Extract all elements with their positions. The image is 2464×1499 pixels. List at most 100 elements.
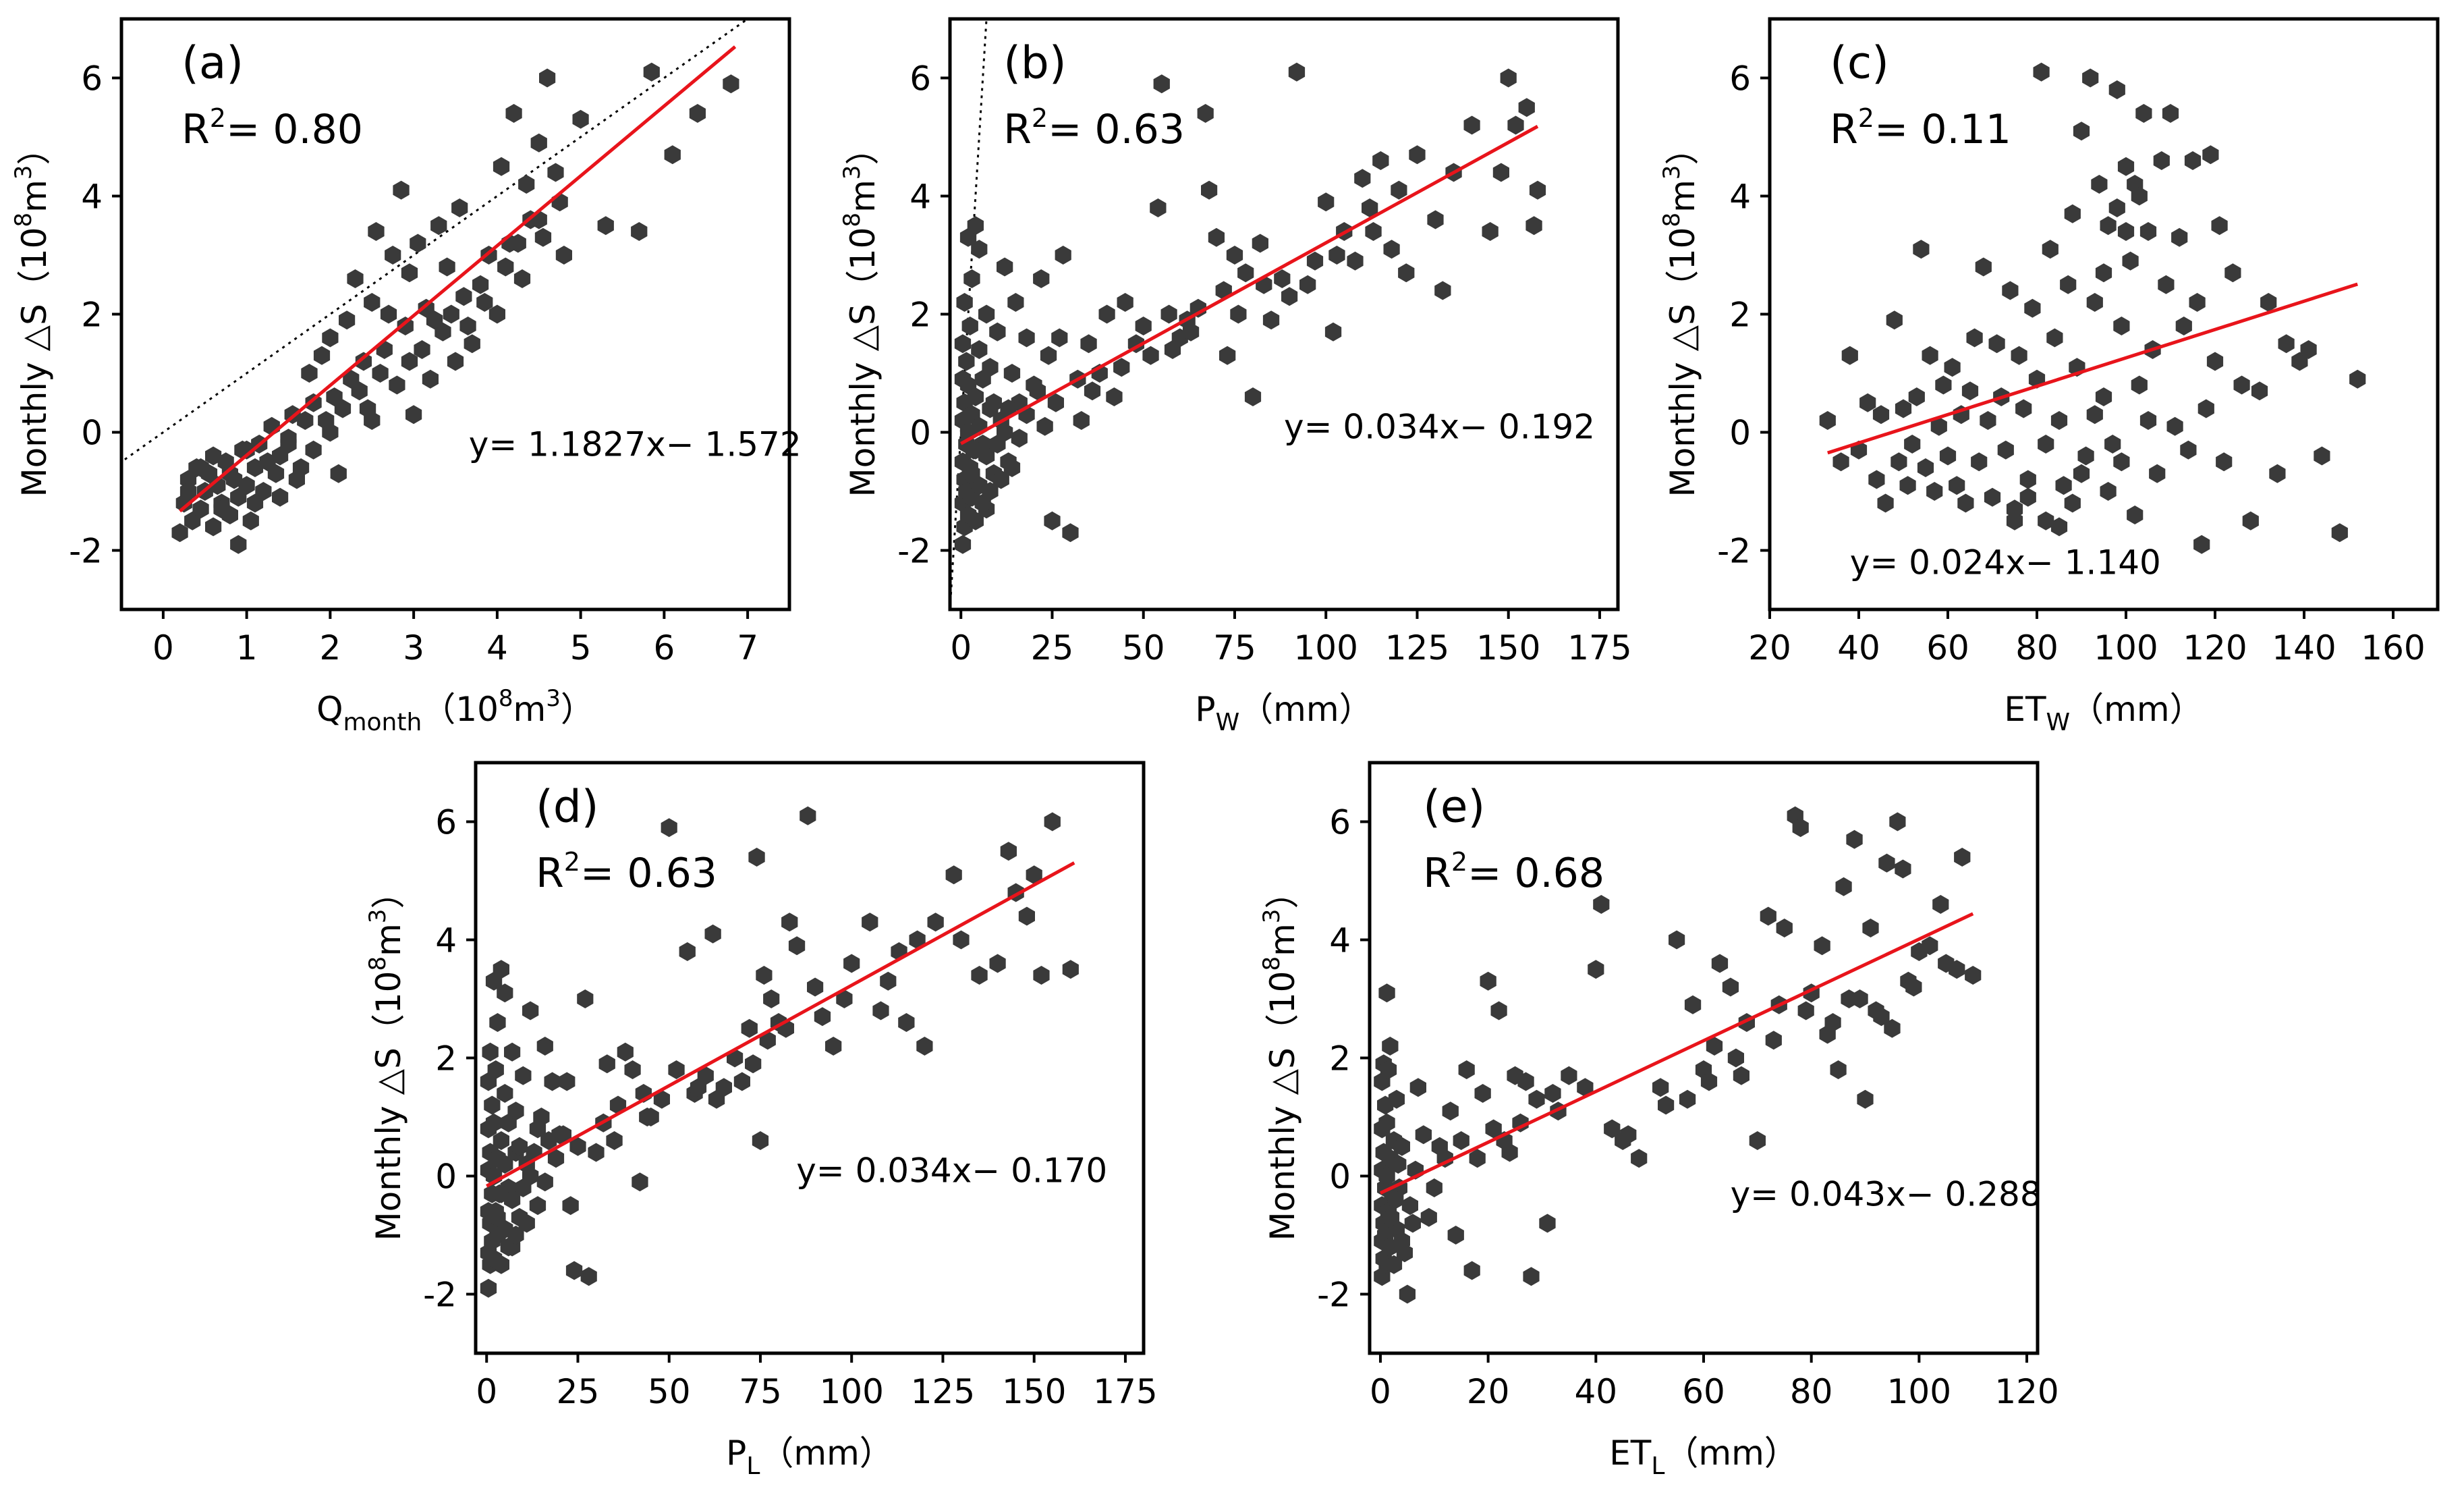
data-point — [343, 369, 360, 389]
data-point — [1872, 405, 1890, 425]
data-point — [1117, 293, 1133, 312]
data-point — [1593, 895, 1610, 914]
data-point — [597, 216, 614, 236]
data-point — [2100, 216, 2117, 236]
data-point — [1153, 74, 1170, 94]
fit-line — [960, 125, 1539, 445]
data-point — [2113, 452, 2130, 472]
data-point — [2033, 62, 2050, 82]
data-point — [1604, 1119, 1621, 1139]
panel-d: 0 25 50 75 100 125 150 175 -2 0 2 4 6 (d) R2= 0.63 y= 0… — [364, 761, 1158, 1480]
data-point — [1889, 812, 1906, 832]
data-point — [2127, 506, 2144, 524]
data-point — [1011, 429, 1028, 448]
y-tick-label: 6 — [81, 59, 103, 99]
data-point — [221, 464, 238, 483]
data-point — [1447, 1226, 1464, 1245]
data-point — [246, 493, 264, 513]
x-tick-label: 0 — [476, 1372, 497, 1411]
data-point — [1490, 1001, 1507, 1020]
data-point — [1500, 68, 1517, 88]
data-point — [2019, 487, 2036, 507]
y-tick-label: 0 — [1329, 1157, 1351, 1197]
data-point — [1577, 1078, 1594, 1097]
data-point — [513, 269, 531, 288]
data-point — [788, 936, 806, 956]
x-tick-label: 60 — [1682, 1372, 1725, 1411]
data-point — [880, 971, 897, 991]
x-tick-label: 3 — [403, 628, 424, 667]
data-point — [484, 1095, 501, 1115]
data-point — [1819, 1025, 1836, 1044]
data-point — [2139, 222, 2157, 241]
data-point — [1525, 216, 1542, 236]
data-point — [393, 180, 410, 200]
data-point — [1347, 251, 1364, 271]
data-point — [2095, 263, 2112, 283]
data-point — [472, 275, 489, 294]
data-point — [2050, 411, 2068, 430]
data-point — [1631, 1149, 1648, 1168]
data-point — [547, 163, 564, 182]
y-tick-label: 4 — [81, 178, 103, 217]
x-tick-label: 1 — [236, 628, 258, 667]
data-point — [1244, 387, 1262, 406]
data-point — [2082, 68, 2099, 88]
fit-equation: y= 0.024x− 1.140 — [1850, 543, 2161, 582]
data-point — [455, 287, 472, 306]
data-point — [1706, 1037, 1723, 1056]
data-point — [1047, 393, 1064, 412]
data-point — [1868, 1001, 1884, 1020]
data-point — [1857, 1089, 1874, 1109]
data-point — [1197, 104, 1214, 123]
y-tick-label: 6 — [1329, 803, 1351, 842]
plot-area-e — [1374, 806, 1982, 1304]
x-tick-label: 120 — [1994, 1372, 2059, 1411]
data-point — [238, 476, 255, 495]
data-point — [489, 1207, 506, 1227]
data-point — [529, 1119, 547, 1139]
data-point — [1935, 375, 1952, 395]
data-point — [1385, 1255, 1403, 1274]
data-point — [606, 1131, 623, 1150]
data-point — [485, 1113, 503, 1133]
data-point — [814, 1007, 831, 1027]
data-point — [1262, 310, 1280, 330]
data-point — [493, 157, 510, 176]
data-point — [679, 942, 696, 961]
y-tick-label: 0 — [81, 414, 103, 453]
data-point — [1485, 1119, 1502, 1139]
data-point — [639, 1108, 656, 1126]
data-point — [1878, 853, 1895, 873]
data-point — [2006, 511, 2023, 530]
x-tick-label: 6 — [653, 628, 675, 667]
data-point — [661, 818, 677, 838]
data-point — [1814, 936, 1830, 956]
data-point — [1018, 328, 1035, 348]
y-tick-label: -2 — [423, 1276, 457, 1315]
data-point — [1328, 246, 1345, 265]
data-point — [518, 175, 535, 194]
data-point — [1851, 989, 1868, 1008]
data-point — [301, 364, 318, 383]
data-point — [1908, 387, 1925, 406]
data-point — [978, 304, 995, 324]
x-tick-label: 25 — [1031, 628, 1074, 667]
data-point — [971, 340, 988, 359]
data-point — [2193, 535, 2210, 554]
data-point — [1382, 1037, 1399, 1056]
x-tick-label: 150 — [1476, 628, 1540, 667]
data-point — [997, 423, 1013, 442]
data-point — [598, 1054, 615, 1074]
data-point — [1949, 960, 1965, 979]
data-point — [1474, 1084, 1491, 1103]
data-point — [2135, 104, 2152, 123]
data-point — [518, 1214, 535, 1233]
y-tick-label: -2 — [897, 532, 931, 571]
data-point — [238, 440, 255, 460]
data-point — [488, 304, 505, 324]
data-point — [1409, 1078, 1426, 1097]
data-point — [184, 511, 201, 530]
data-point — [2300, 340, 2317, 359]
y-axis-label: Monthly △S（108m3） — [364, 875, 408, 1241]
